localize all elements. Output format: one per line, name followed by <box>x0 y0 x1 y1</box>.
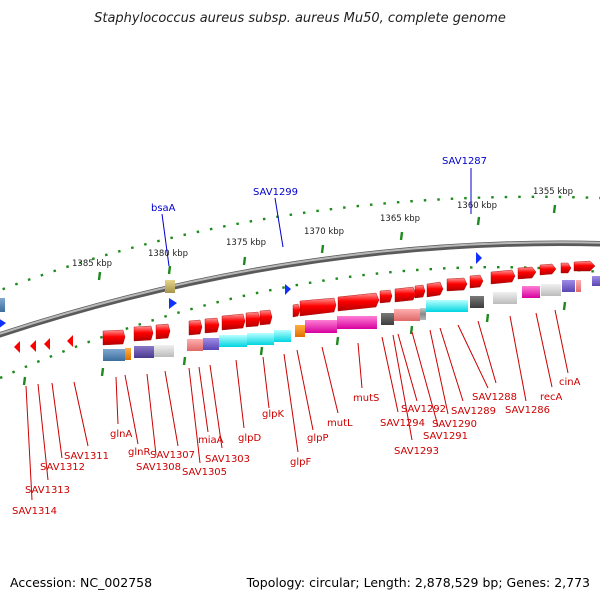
label-leader-lines <box>25 309 569 501</box>
scale-label-1365: 1365 kbp <box>380 214 420 224</box>
label-glnR: glnR <box>128 447 150 458</box>
label-SAV1313: SAV1313 <box>25 485 70 496</box>
scale-label-1370: 1370 kbp <box>304 227 344 237</box>
genome-backbone-highlight <box>0 241 600 335</box>
label-SAV1308: SAV1308 <box>136 462 181 473</box>
feature-edge-box <box>0 298 5 312</box>
scale-label-1380: 1380 kbp <box>148 249 188 259</box>
scale-arc-inner <box>0 265 600 380</box>
label-glpD: glpD <box>238 433 261 444</box>
label-glpK: glpK <box>262 409 284 420</box>
label-glpP: glpP <box>307 433 329 444</box>
label-SAV1291: SAV1291 <box>423 431 468 442</box>
scale-labels: 1385 kbp 1380 kbp 1375 kbp 1370 kbp 1365… <box>72 187 573 269</box>
upper-features: SAV1287 SAV1299 bsaA <box>151 156 487 267</box>
label-SAV1311: SAV1311 <box>64 451 109 462</box>
label-cinA: cinA <box>559 377 581 388</box>
label-SAV1307: SAV1307 <box>150 450 195 461</box>
label-SAV1286: SAV1286 <box>505 405 550 416</box>
scale-label-1385: 1385 kbp <box>72 259 112 269</box>
scale-label-1355: 1355 kbp <box>533 187 573 197</box>
map-title: Staphylococcus aureus subsp. aureus Mu50… <box>94 11 506 26</box>
genome-backbone <box>0 240 600 338</box>
label-SAV1312: SAV1312 <box>40 462 85 473</box>
label-glnA: glnA <box>110 429 132 440</box>
label-SAV1305: SAV1305 <box>182 467 227 478</box>
label-miaA: miaA <box>198 435 224 446</box>
forward-genes <box>102 260 596 346</box>
blue-feature-markers <box>0 252 482 328</box>
feature-bsaA-box <box>165 280 175 293</box>
major-ticks <box>22 204 567 386</box>
scale-label-1360: 1360 kbp <box>457 201 497 211</box>
label-SAV1314: SAV1314 <box>12 506 57 517</box>
label-SAV1292: SAV1292 <box>401 404 446 415</box>
label-mutL: mutL <box>327 418 353 429</box>
genome-summary-text: Topology: circular; Length: 2,878,529 bp… <box>246 575 590 590</box>
scale-label-1375: 1375 kbp <box>226 238 266 248</box>
cog-boxes <box>103 276 600 361</box>
label-SAV1289: SAV1289 <box>451 406 496 417</box>
label-recA: recA <box>540 392 563 403</box>
label-SAV1288: SAV1288 <box>472 392 517 403</box>
accession-text: Accession: NC_002758 <box>10 575 152 590</box>
label-SAV1290: SAV1290 <box>432 419 477 430</box>
label-SAV1293: SAV1293 <box>394 446 439 457</box>
label-glpF: glpF <box>290 457 311 468</box>
label-SAV1299: SAV1299 <box>253 187 298 198</box>
lower-labels: SAV1314 SAV1313 SAV1312 SAV1311 glnA gln… <box>12 377 581 517</box>
reverse-genes <box>14 335 73 353</box>
label-bsaA: bsaA <box>151 203 176 214</box>
label-SAV1294: SAV1294 <box>380 418 425 429</box>
label-SAV1303: SAV1303 <box>205 454 250 465</box>
label-SAV1287: SAV1287 <box>442 156 487 167</box>
label-mutS: mutS <box>353 393 379 404</box>
